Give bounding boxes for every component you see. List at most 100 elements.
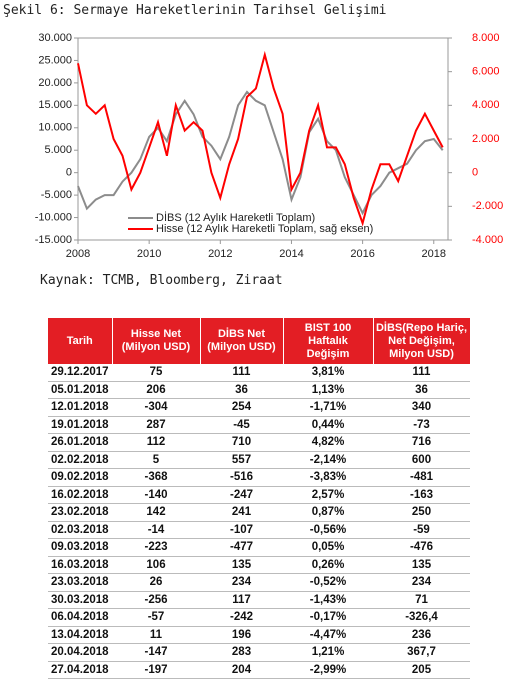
table-cell: -0,52% — [283, 573, 373, 592]
y2-tick-label: 0 — [472, 167, 478, 179]
table-cell: 196 — [200, 626, 283, 644]
table-cell: 367,7 — [373, 643, 470, 662]
table-cell: 254 — [200, 398, 283, 417]
table-cell: -59 — [373, 521, 470, 539]
table-row: 02.03.2018 -14 -107 -0,56% -59 — [48, 521, 470, 539]
table-cell: 71 — [373, 591, 470, 609]
table-row: 09.03.2018 -223 -477 0,05% -476 — [48, 538, 470, 557]
table-cell: 340 — [373, 398, 470, 417]
table-cell: -197 — [112, 661, 200, 679]
table-cell: 2,57% — [283, 486, 373, 504]
plot-frame — [77, 37, 449, 241]
table-cell: 20.04.2018 — [48, 643, 112, 662]
column-header: DİBS(Repo Hariç, Net Değişim, Milyon USD… — [373, 318, 471, 364]
table-cell: 02.02.2018 — [48, 451, 112, 469]
table-cell: -73 — [373, 416, 470, 434]
table-cell: -3,83% — [283, 468, 373, 487]
series-line — [77, 90, 444, 216]
table-cell: -2,99% — [283, 661, 373, 679]
table-cell: -304 — [112, 398, 200, 417]
figure-title: Şekil 6: Sermaye Hareketlerinin Tarihsel… — [3, 3, 387, 18]
table-row: 29.12.2017 75 111 3,81% 111 — [48, 364, 470, 382]
column-header: Hisse Net (Milyon USD) — [112, 318, 201, 364]
table-cell: 06.04.2018 — [48, 608, 112, 627]
table-cell: 716 — [373, 433, 470, 452]
table-cell: 135 — [200, 556, 283, 574]
table-cell: -0,17% — [283, 608, 373, 627]
table-cell: 23.03.2018 — [48, 573, 112, 592]
table-row: 16.03.2018 106 135 0,26% 135 — [48, 556, 470, 574]
y-tick-label: 0 — [66, 167, 72, 179]
table-cell: 26 — [112, 573, 200, 592]
series-line — [77, 50, 444, 227]
table-row: 19.01.2018 287 -45 0,44% -73 — [48, 416, 470, 434]
table-row: 02.02.2018 5 557 -2,14% 600 — [48, 451, 470, 469]
table-cell: -147 — [112, 643, 200, 662]
y2-tick-label: -2.000 — [472, 200, 503, 212]
table-cell: 4,82% — [283, 433, 373, 452]
table-row: 13.04.2018 11 196 -4,47% 236 — [48, 626, 470, 644]
chart: -15.000 -10.000 -5.000 0 5.000 10.000 15.000 20… — [35, 32, 504, 260]
table-cell: 09.03.2018 — [48, 538, 112, 557]
table-cell: 19.01.2018 — [48, 416, 112, 434]
table-cell: 234 — [200, 573, 283, 592]
table-cell: -256 — [112, 591, 200, 609]
x-tick-label: 2014 — [279, 248, 303, 260]
table-cell: 11 — [112, 626, 200, 644]
table-cell: -57 — [112, 608, 200, 627]
y-tick-label: 30.000 — [38, 32, 72, 44]
table-cell: -368 — [112, 468, 200, 487]
table-cell: 27.04.2018 — [48, 661, 112, 679]
table-row: 26.01.2018 112 710 4,82% 716 — [48, 433, 470, 452]
table-cell: 09.02.2018 — [48, 468, 112, 487]
table-row: 06.04.2018 -57 -242 -0,17% -326,4 — [48, 608, 470, 627]
table-cell: 557 — [200, 451, 283, 469]
y2-tick-label: 8.000 — [472, 32, 500, 44]
table-cell: 05.01.2018 — [48, 381, 112, 399]
table-cell: -476 — [373, 538, 470, 557]
table-row: 30.03.2018 -256 117 -1,43% 71 — [48, 591, 470, 609]
table-cell: 600 — [373, 451, 470, 469]
x-tick-label: 2018 — [422, 248, 446, 260]
table-cell: 710 — [200, 433, 283, 452]
table-cell: 75 — [112, 364, 200, 382]
table-cell: 135 — [373, 556, 470, 574]
table-row: 27.04.2018 -197 204 -2,99% 205 — [48, 661, 470, 679]
table-cell: -326,4 — [373, 608, 470, 627]
table-cell: 02.03.2018 — [48, 521, 112, 539]
table-cell: 13.04.2018 — [48, 626, 112, 644]
table-cell: -45 — [200, 416, 283, 434]
table-cell: 0,44% — [283, 416, 373, 434]
table-cell: -2,14% — [283, 451, 373, 469]
x-tick-label: 2016 — [350, 248, 374, 260]
table-cell: 205 — [373, 661, 470, 679]
source: Kaynak: TCMB, Bloomberg, Ziraat — [40, 273, 283, 288]
table-cell: 29.12.2017 — [48, 364, 112, 382]
table-cell: 1,13% — [283, 381, 373, 399]
table-cell: 112 — [112, 433, 200, 452]
table-cell: -242 — [200, 608, 283, 627]
table-cell: -140 — [112, 486, 200, 504]
table-row: 23.03.2018 26 234 -0,52% 234 — [48, 573, 470, 592]
y2-tick-label: 2.000 — [472, 133, 500, 145]
table-cell: -477 — [200, 538, 283, 557]
y-tick-label: 5.000 — [44, 144, 72, 156]
table-cell: 16.03.2018 — [48, 556, 112, 574]
table-cell: 204 — [200, 661, 283, 679]
table-row: 20.04.2018 -147 283 1,21% 367,7 — [48, 643, 470, 662]
table-body: 29.12.2017 75 111 3,81% 111 05.01.2018 206 36 1,… — [48, 364, 470, 679]
table-cell: 23.02.2018 — [48, 503, 112, 522]
table-cell: 234 — [373, 573, 470, 592]
table-cell: -4,47% — [283, 626, 373, 644]
y-tick-label: 20.000 — [38, 77, 72, 89]
table-cell: 36 — [373, 381, 470, 399]
y-tick-label: -10.000 — [35, 211, 72, 223]
table-cell: 0,26% — [283, 556, 373, 574]
table-cell: 283 — [200, 643, 283, 662]
column-header: DİBS Net (Milyon USD) — [200, 318, 284, 364]
table-cell: 236 — [373, 626, 470, 644]
x-tick-label: 2010 — [137, 248, 161, 260]
table-cell: 26.01.2018 — [48, 433, 112, 452]
table-cell: 3,81% — [283, 364, 373, 382]
table-cell: 142 — [112, 503, 200, 522]
